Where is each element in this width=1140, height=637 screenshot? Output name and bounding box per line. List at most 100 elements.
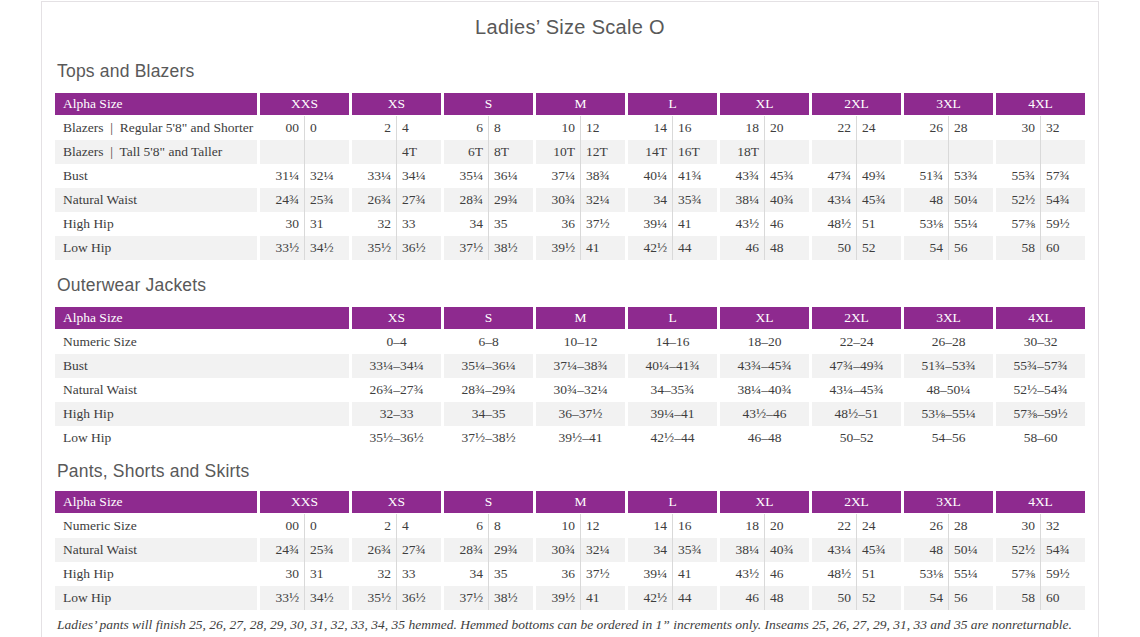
table-cell: 28¾: [444, 188, 489, 212]
size-cell-pair: 37¼38¾: [536, 164, 625, 188]
row-label: Natural Waist: [55, 188, 257, 212]
table-cell: 12T: [581, 140, 625, 164]
document-page: Ladies’ Size Scale O Tops and Blazers Al…: [41, 1, 1099, 637]
table-cell: 50–52: [812, 426, 901, 450]
size-column-header: L: [628, 491, 717, 513]
column-header-alpha-size: Alpha Size: [55, 307, 349, 329]
table-cell: 52½: [996, 538, 1041, 562]
table-cell: 31: [305, 212, 349, 236]
table-row: Low Hip33½34½35½36½37½38½39½4142½4446485…: [55, 586, 1085, 610]
size-cell-pair: 000: [260, 514, 349, 538]
table-cell: 57⅜–59½: [996, 402, 1085, 426]
size-cell-pair: 3435¾: [628, 188, 717, 212]
table-cell: 53⅛: [904, 562, 949, 586]
table-cell: 56: [949, 236, 993, 260]
table-row: Numeric Size0–46–810–1214–1618–2022–2426…: [55, 330, 1085, 354]
table-cell: 24: [857, 116, 901, 140]
table-header-row: Alpha SizeXXSXSSMLXL2XL3XL4XL: [55, 93, 1085, 115]
size-cell-pair: 42½44: [628, 236, 717, 260]
table-cell: 0: [305, 116, 349, 140]
size-cell-pair: 43¼45¾: [812, 538, 901, 562]
table-header-row: Alpha SizeXSSMLXL2XL3XL4XL: [55, 307, 1085, 329]
table-cell: 38¾: [581, 164, 625, 188]
size-cell-pair: 3637½: [536, 212, 625, 236]
table-cell: 34–35¾: [628, 378, 717, 402]
table-cell: [305, 140, 349, 164]
size-column-header: XXS: [260, 93, 349, 115]
size-column-header: 2XL: [812, 307, 901, 329]
table-row: Low Hip33½34½35½36½37½38½39½4142½4446485…: [55, 236, 1085, 260]
row-label: Low Hip: [55, 236, 257, 260]
table-cell: 26–28: [904, 330, 993, 354]
table-cell: 37½: [444, 236, 489, 260]
table-cell: 10–12: [536, 330, 625, 354]
size-cell-pair: 1012: [536, 116, 625, 140]
table-cell: 30¾: [536, 538, 581, 562]
table-row: Blazers | Regular 5'8" and Shorter000246…: [55, 116, 1085, 140]
table-cell: 36–37½: [536, 402, 625, 426]
table-cell: 39¼: [628, 212, 673, 236]
section-heading-tops-and-blazers: Tops and Blazers: [57, 60, 1085, 82]
table-cell: 26: [904, 514, 949, 538]
size-cell-pair: 3435¾: [628, 538, 717, 562]
table-row: Bust31¼32¼33¼34¼35¼36¼37¼38¾40¼41¾43¾45¾…: [55, 164, 1085, 188]
table-cell: 48–50¼: [904, 378, 993, 402]
table-cell: 53⅛–55¼: [904, 402, 993, 426]
table-cell: 35: [489, 212, 533, 236]
table-row: Natural Waist24¾25¾26¾27¾28¾29¾30¾32¼343…: [55, 188, 1085, 212]
size-cell-pair: 24: [352, 116, 441, 140]
size-cell-pair: 1416: [628, 116, 717, 140]
table-cell: 24¾: [260, 188, 305, 212]
table-cell: 30: [260, 562, 305, 586]
size-column-header: 2XL: [812, 491, 901, 513]
row-label: Numeric Size: [55, 330, 349, 354]
table-cell: 48: [765, 236, 809, 260]
table-cell: 33: [397, 562, 441, 586]
row-label: Numeric Size: [55, 514, 257, 538]
table-cell: 44: [673, 236, 717, 260]
table-cell: 52: [857, 236, 901, 260]
row-label: Bust: [55, 164, 257, 188]
table-cell: 54¾: [1041, 538, 1085, 562]
table-cell: 46: [720, 586, 765, 610]
table-cell: 48: [765, 586, 809, 610]
size-cell-pair: [904, 140, 993, 164]
table-cell: 32¼: [581, 538, 625, 562]
table-cell: 27¾: [397, 538, 441, 562]
table-cell: 0: [305, 514, 349, 538]
table-cell: 33½: [260, 236, 305, 260]
table-cell: 46: [765, 562, 809, 586]
table-row: Natural Waist26¾–27¾28¾–29¾30¾–32¼34–35¾…: [55, 378, 1085, 402]
size-column-header: S: [444, 93, 533, 115]
size-column-header: L: [628, 307, 717, 329]
table-cell: 34: [444, 562, 489, 586]
table-cell: 36: [536, 212, 581, 236]
table-cell: 30¾: [536, 188, 581, 212]
table-cell: 41: [673, 562, 717, 586]
table-cell: 58: [996, 586, 1041, 610]
table-cell: [904, 140, 949, 164]
size-column-header: M: [536, 93, 625, 115]
table-cell: 56: [949, 586, 993, 610]
table-cell: 6T: [444, 140, 489, 164]
table-cell: 28¾–29¾: [444, 378, 533, 402]
table-cell: 50¼: [949, 538, 993, 562]
size-cell-pair: 3435: [444, 212, 533, 236]
size-cell-pair: 2224: [812, 514, 901, 538]
size-cell-pair: 1820: [720, 116, 809, 140]
size-cell-pair: 3032: [996, 514, 1085, 538]
size-cell-pair: 43½46: [720, 562, 809, 586]
size-cell-pair: 5860: [996, 586, 1085, 610]
section-heading-pants-shorts-skirts: Pants, Shorts and Skirts: [57, 460, 1085, 482]
size-cell-pair: 52½54¾: [996, 538, 1085, 562]
table-cell: 52½: [996, 188, 1041, 212]
table-cell: 37½: [581, 562, 625, 586]
table-cell: 55¼: [949, 562, 993, 586]
table-cell: 34: [628, 188, 673, 212]
table-cell: 60: [1041, 586, 1085, 610]
table-row: High Hip3031323334353637½39¼4143½4648½51…: [55, 562, 1085, 586]
table-cell: 35¼: [444, 164, 489, 188]
size-cell-pair: 35½36½: [352, 586, 441, 610]
size-cell-pair: 3233: [352, 212, 441, 236]
size-cell-pair: 43¼45¾: [812, 188, 901, 212]
